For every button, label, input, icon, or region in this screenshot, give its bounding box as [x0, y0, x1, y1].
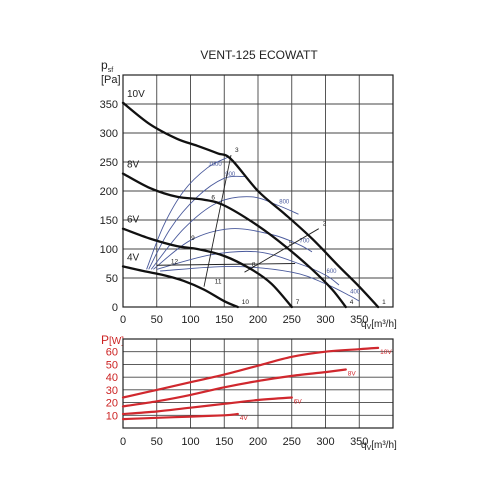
y-tick-label: 150: [100, 215, 118, 227]
rpm-curve: [148, 175, 245, 270]
fan-curve-label: 6V: [127, 215, 140, 226]
fan-curve-label: 4V: [127, 252, 140, 263]
bottom-x-axis-label: qV[m³/h]: [361, 440, 397, 452]
power-curve-label: 10V: [380, 349, 392, 356]
rpm-curve: [156, 250, 340, 286]
svg-text:psf: psf: [101, 58, 113, 74]
x-tick-label: 150: [215, 314, 233, 326]
rpm-curve: [160, 265, 360, 302]
fan-curve-label: 8V: [127, 160, 140, 171]
fan-curve: [121, 172, 347, 309]
fan-curve-label: 10V: [127, 89, 145, 100]
operating-line: [244, 228, 319, 273]
svg-text:qV[m³/h]: qV[m³/h]: [361, 319, 397, 331]
x-tick-label: 300: [316, 436, 334, 448]
power-plot-frame: [122, 338, 394, 429]
x-tick-label: 100: [181, 314, 199, 326]
x-tick-label: 50: [151, 436, 163, 448]
operating-point-label: 6: [211, 195, 215, 202]
pressure-plot-frame: [122, 74, 394, 308]
operating-point-label: 9: [191, 235, 195, 242]
y-tick-label: 200: [100, 186, 118, 198]
svg-text:P[W]: P[W]: [101, 333, 124, 347]
top-x-unit: [m³/h]: [371, 319, 397, 330]
y-tick-label: 50: [106, 359, 118, 371]
rpm-curve: [146, 156, 228, 270]
y-tick-label: 20: [106, 398, 118, 410]
bottom-x-label-main: q: [361, 440, 367, 451]
rpm-label: 1000: [208, 162, 222, 168]
rpm-curve: [150, 196, 299, 270]
y-tick-label: 60: [106, 347, 118, 359]
x-tick-label: 50: [151, 314, 163, 326]
power-curve-label: 4V: [240, 415, 249, 422]
top-y-label-sub: sf: [108, 67, 114, 74]
operating-point-label: 1: [382, 299, 386, 306]
power-curve: [121, 412, 239, 421]
y-tick-label: 50: [106, 273, 118, 285]
rpm-label: 400: [350, 289, 361, 295]
y-tick-label: 40: [106, 372, 118, 384]
rpm-label: 800: [279, 200, 290, 206]
x-tick-label: 0: [120, 436, 126, 448]
x-tick-label: 350: [350, 314, 368, 326]
fan-curve: [121, 265, 239, 309]
bottom-y-unit: [W]: [109, 336, 124, 347]
x-tick-label: 300: [316, 314, 334, 326]
rpm-label: 600: [327, 269, 338, 275]
y-tick-label: 100: [100, 244, 118, 256]
y-tick-label: 10: [106, 410, 118, 422]
fan-curve: [121, 101, 380, 309]
operating-line: [156, 263, 296, 266]
y-tick-label: 30: [106, 385, 118, 397]
chart-title: VENT-125 ECOWATT: [200, 48, 318, 62]
fan-curve: [121, 227, 293, 309]
pressure-plot: 0 50 100 150 200 250 300 350 0 50 100 150 200 250 300 3…: [100, 74, 394, 326]
operating-point-label: 8: [252, 261, 256, 268]
bottom-y-axis-label: P[W]: [101, 333, 124, 347]
power-curve-label: 8V: [348, 371, 357, 378]
x-tick-label: 250: [283, 314, 301, 326]
bottom-x-unit: [m³/h]: [371, 440, 397, 451]
x-tick-label: 350: [350, 436, 368, 448]
y-tick-label: 300: [100, 128, 118, 140]
top-y-unit: [Pa]: [101, 74, 121, 86]
operating-point-label: 7: [296, 299, 300, 306]
top-x-axis-label: qV[m³/h]: [361, 319, 397, 331]
bottom-x-label-sub: V: [367, 445, 372, 452]
x-tick-label: 150: [215, 436, 233, 448]
x-tick-label: 100: [181, 436, 199, 448]
y-tick-label: 0: [112, 302, 118, 314]
power-curve: [121, 396, 293, 416]
power-curve: [121, 346, 380, 399]
operating-point-label: 11: [215, 279, 222, 286]
rpm-label: 700: [300, 238, 311, 244]
rpm-curve: [153, 228, 313, 270]
y-tick-label: 350: [100, 99, 118, 111]
operating-point-label: 4: [350, 299, 354, 306]
rpm-label: 900: [225, 172, 236, 178]
operating-point-label: 3: [235, 147, 239, 154]
top-x-label-sub: V: [367, 324, 372, 331]
x-tick-label: 200: [249, 436, 267, 448]
power-curve-label: 6V: [294, 398, 303, 405]
x-tick-label: 250: [283, 436, 301, 448]
x-tick-label: 200: [249, 314, 267, 326]
operating-point-label: 2: [323, 221, 327, 228]
y-tick-label: 250: [100, 157, 118, 169]
top-y-axis-label: psf [Pa]: [101, 58, 121, 86]
operating-point-label: 12: [171, 258, 179, 265]
power-curve: [121, 368, 347, 408]
x-tick-label: 0: [120, 314, 126, 326]
top-y-label-main: p: [101, 58, 108, 72]
operating-point-label: 10: [242, 299, 250, 306]
svg-text:qV[m³/h]: qV[m³/h]: [361, 440, 397, 452]
top-x-label-main: q: [361, 319, 367, 330]
bottom-y-label-main: P: [101, 333, 109, 347]
operating-point-label: 5: [289, 240, 293, 247]
